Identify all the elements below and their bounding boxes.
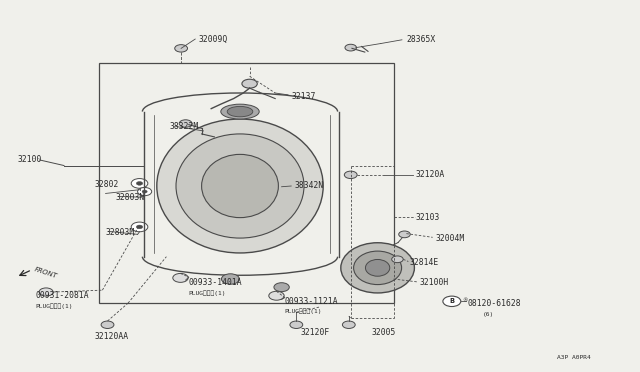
Text: 32803M: 32803M (106, 228, 135, 237)
Text: 32803N: 32803N (115, 193, 145, 202)
Text: 32120F: 32120F (301, 328, 330, 337)
Ellipse shape (157, 119, 323, 253)
Text: (6): (6) (483, 312, 495, 317)
Text: 32120A: 32120A (416, 170, 445, 179)
Circle shape (345, 44, 356, 51)
Text: 38322M: 38322M (170, 122, 199, 131)
Text: 32004M: 32004M (435, 234, 465, 243)
Text: 32814E: 32814E (410, 258, 439, 267)
Ellipse shape (365, 259, 390, 276)
Text: FRONT: FRONT (33, 266, 58, 279)
Circle shape (443, 296, 461, 307)
Text: 32100H: 32100H (419, 278, 449, 287)
Text: 32103: 32103 (416, 213, 440, 222)
Ellipse shape (221, 104, 259, 119)
Text: B: B (449, 298, 454, 304)
Text: 32009Q: 32009Q (198, 35, 228, 44)
Circle shape (342, 321, 355, 328)
Text: PLUGプラグ(1): PLUGプラグ(1) (285, 308, 323, 314)
Text: 28365X: 28365X (406, 35, 436, 44)
Circle shape (269, 291, 284, 300)
Circle shape (136, 182, 143, 185)
Text: PLUGプラグ(1): PLUGプラグ(1) (189, 290, 227, 296)
Text: 08120-61628: 08120-61628 (467, 299, 521, 308)
Text: ®: ® (462, 299, 468, 304)
Circle shape (242, 79, 257, 88)
Ellipse shape (202, 154, 278, 218)
Text: 32120AA: 32120AA (95, 332, 129, 341)
Text: 32005: 32005 (371, 328, 396, 337)
Ellipse shape (176, 134, 304, 238)
Circle shape (138, 187, 152, 196)
Circle shape (290, 321, 303, 328)
Circle shape (274, 283, 289, 292)
Circle shape (179, 120, 192, 127)
Circle shape (39, 288, 53, 296)
Text: 00933-1121A: 00933-1121A (285, 297, 339, 306)
Text: PLUGプラグ(1): PLUGプラグ(1) (35, 303, 73, 309)
Circle shape (131, 222, 148, 232)
Circle shape (136, 225, 143, 229)
Circle shape (173, 273, 188, 282)
Text: 00931-2081A: 00931-2081A (35, 291, 89, 300)
Ellipse shape (353, 251, 402, 285)
Text: 00933-1401A: 00933-1401A (189, 278, 243, 287)
Circle shape (392, 256, 403, 263)
Circle shape (175, 45, 188, 52)
Text: 32137: 32137 (291, 92, 316, 101)
Circle shape (344, 171, 357, 179)
Ellipse shape (340, 243, 415, 293)
Circle shape (221, 274, 239, 284)
Circle shape (101, 321, 114, 328)
Ellipse shape (227, 106, 253, 117)
Circle shape (399, 231, 410, 238)
Circle shape (131, 179, 148, 188)
Text: 32802: 32802 (95, 180, 119, 189)
Text: A3P A0PR4: A3P A0PR4 (557, 355, 591, 360)
Text: 32100: 32100 (18, 155, 42, 164)
Circle shape (142, 190, 147, 193)
Bar (99, 63, 394, 303)
Text: 38342N: 38342N (294, 182, 324, 190)
